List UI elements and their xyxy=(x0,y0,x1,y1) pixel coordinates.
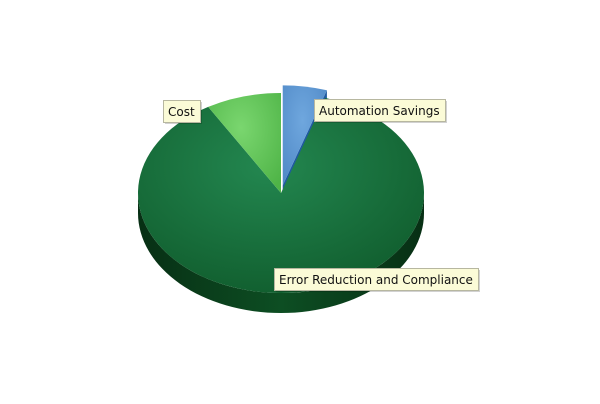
pie-slice-error-reduction-and-compliance xyxy=(137,97,424,294)
pie-labels: Automation Savings Error Reduction and Co… xyxy=(163,99,480,292)
pie-label-text-1: Error Reduction and Compliance xyxy=(279,273,473,287)
pie-label-text-0: Automation Savings xyxy=(319,104,440,118)
pie-label-box-1 xyxy=(274,268,479,291)
pie-slice-cost xyxy=(208,93,281,193)
pie-label-box-2 xyxy=(163,100,201,123)
pie-label-box-0 xyxy=(314,99,446,122)
pie-label-text-2: Cost xyxy=(168,105,195,119)
